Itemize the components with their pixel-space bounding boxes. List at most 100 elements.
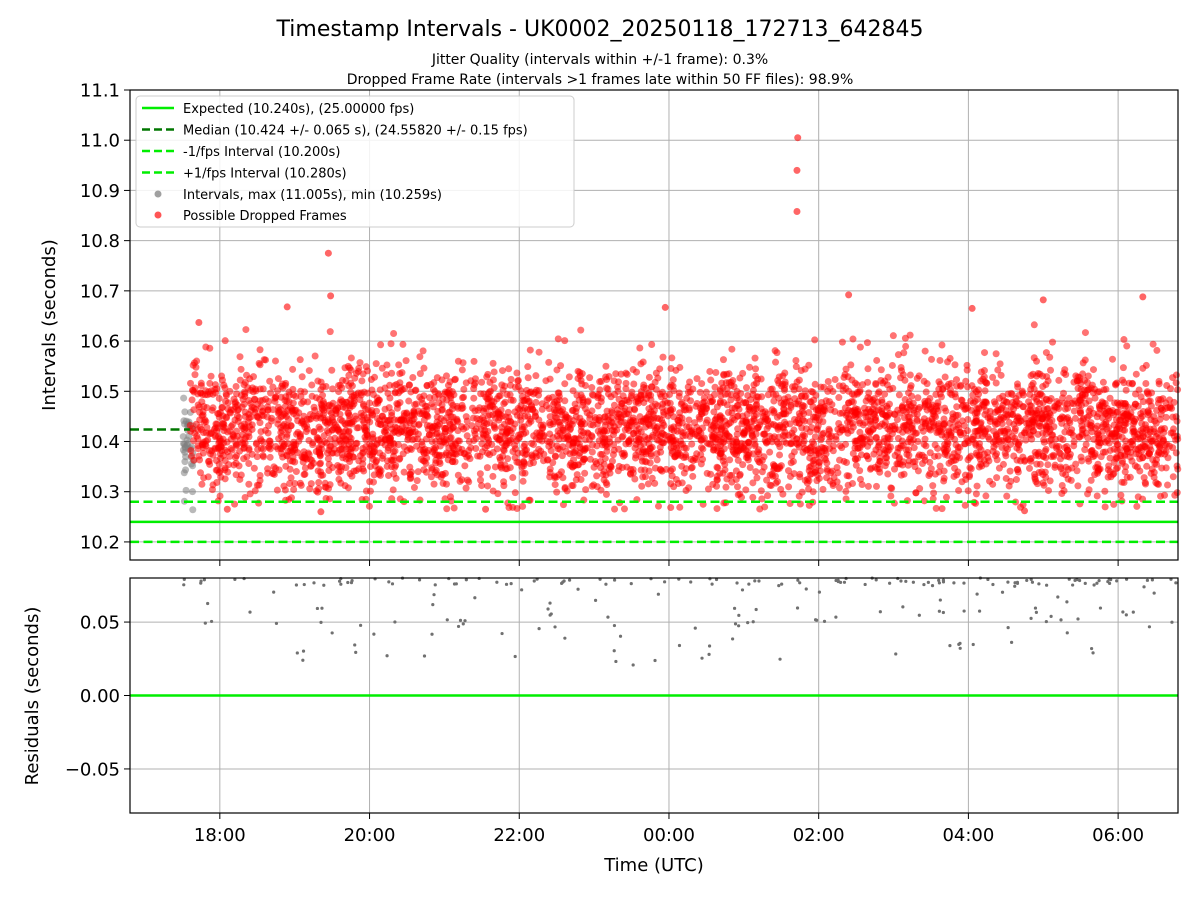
dropped-frame-point <box>289 365 297 373</box>
dropped-frame-point <box>846 420 854 428</box>
dropped-frame-point <box>277 428 285 436</box>
dropped-frame-point <box>724 408 732 416</box>
dropped-frame-point <box>930 489 938 497</box>
dropped-frame-point <box>600 460 608 468</box>
dropped-frame-point <box>195 452 203 460</box>
dropped-frame-point <box>916 403 924 411</box>
residual-point <box>1147 625 1152 629</box>
dropped-frame-point <box>910 410 918 418</box>
dropped-frame-point <box>523 386 531 394</box>
residual-point <box>294 583 299 587</box>
dropped-frame-point <box>540 450 548 458</box>
dropped-frame-point <box>256 346 264 354</box>
dropped-frame-point <box>441 388 449 396</box>
dropped-frame-point <box>873 356 881 364</box>
dropped-frame-point <box>1083 379 1091 387</box>
dropped-frame-point <box>486 451 494 459</box>
dropped-frame-point <box>266 437 274 445</box>
dropped-frame-point <box>1155 442 1163 450</box>
dropped-frame-point <box>872 380 880 388</box>
dropped-frame-point <box>707 470 715 478</box>
dropped-frame-outlier-point <box>1039 296 1047 304</box>
dropped-frame-point <box>758 495 766 503</box>
dropped-frame-point <box>801 476 809 484</box>
residual-point <box>822 619 827 624</box>
dropped-frame-point <box>486 419 494 427</box>
dropped-frame-point <box>1129 428 1137 436</box>
dropped-frame-point <box>826 444 834 452</box>
dropped-frame-point <box>224 405 232 413</box>
dropped-frame-point <box>591 458 599 466</box>
residual-point <box>975 592 979 596</box>
dropped-frame-point <box>955 487 963 495</box>
dropped-frame-point <box>746 464 754 472</box>
dropped-frame-point <box>997 371 1005 379</box>
dropped-frame-point <box>509 474 517 482</box>
dropped-frame-point <box>631 444 639 452</box>
residual-point <box>504 582 509 586</box>
dropped-frame-point <box>406 475 414 483</box>
dropped-frame-point <box>1150 413 1158 421</box>
dropped-frame-point <box>342 398 350 406</box>
dropped-frame-point <box>1118 376 1126 384</box>
dropped-frame-point <box>727 391 735 399</box>
dropped-frame-point <box>198 480 206 488</box>
residual-point <box>322 583 326 587</box>
dropped-frame-point <box>244 418 252 426</box>
dropped-frame-point <box>1093 464 1101 472</box>
dropped-frame-point <box>480 407 488 415</box>
dropped-frame-point <box>303 455 311 463</box>
dropped-frame-point <box>358 377 366 385</box>
dropped-frame-point <box>1153 346 1161 354</box>
dropped-frame-point <box>866 438 874 446</box>
dropped-frame-point <box>1113 379 1121 387</box>
residual-point <box>618 634 623 638</box>
dropped-frame-point <box>506 464 514 472</box>
residual-point <box>1150 578 1154 582</box>
dropped-frame-point <box>581 445 589 453</box>
dropped-frame-point <box>920 497 928 505</box>
residuals-y-tick-label: 0.00 <box>80 686 120 707</box>
dropped-frame-point <box>433 429 441 437</box>
residual-point <box>1078 578 1082 583</box>
dropped-frame-point <box>877 366 885 374</box>
dropped-frame-point <box>675 392 683 400</box>
dropped-frame-point <box>951 361 959 369</box>
dropped-frame-point <box>856 467 864 475</box>
dropped-frame-point <box>1012 438 1020 446</box>
dropped-frame-point <box>727 443 735 451</box>
dropped-frame-point <box>606 438 614 446</box>
dropped-frame-point <box>250 464 258 472</box>
dropped-frame-point <box>242 326 250 334</box>
dropped-frame-point <box>844 481 852 489</box>
dropped-frame-point <box>1127 443 1135 451</box>
dropped-frame-point <box>1055 376 1063 384</box>
dropped-frame-point <box>431 468 439 476</box>
dropped-frame-point <box>837 423 845 431</box>
dropped-frame-point <box>555 396 563 404</box>
dropped-frame-point <box>725 437 733 445</box>
dropped-frame-point <box>768 385 776 393</box>
dropped-frame-point <box>748 429 756 437</box>
dropped-frame-point <box>573 471 581 479</box>
dropped-frame-point <box>814 407 822 415</box>
residual-point <box>346 580 350 585</box>
dropped-frame-point <box>839 409 847 417</box>
dropped-frame-point <box>196 416 204 424</box>
dropped-frame-point <box>1071 414 1079 422</box>
dropped-frame-point <box>922 388 930 396</box>
dropped-frame-point <box>500 400 508 408</box>
dropped-frame-point <box>442 424 450 432</box>
dropped-frame-point <box>353 424 361 432</box>
dropped-frame-point <box>734 412 742 420</box>
dropped-frame-point <box>806 418 814 426</box>
dropped-frame-point <box>887 492 895 500</box>
dropped-frame-point <box>1091 394 1099 402</box>
dropped-frame-point <box>443 505 451 513</box>
dropped-frame-point <box>1081 356 1089 364</box>
dropped-frame-point <box>502 437 510 445</box>
dropped-frame-point <box>240 381 248 389</box>
dropped-frame-point <box>812 466 820 474</box>
dropped-frame-point <box>278 450 286 458</box>
dropped-frame-point <box>822 397 830 405</box>
